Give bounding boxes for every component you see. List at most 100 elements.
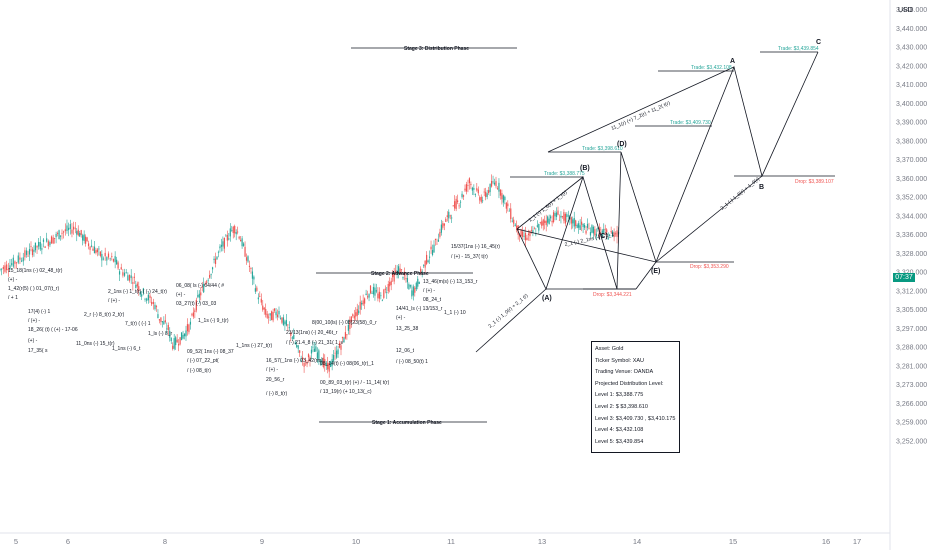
candle-body [554, 212, 556, 217]
candle-body [455, 198, 457, 210]
candle-body [498, 182, 500, 192]
candle-body [250, 267, 252, 269]
annotation-text: 17_35( s [28, 348, 48, 354]
candle-body [544, 220, 546, 223]
candle-body [12, 257, 14, 267]
x-tick-label: 16 [822, 537, 830, 546]
candle-body [583, 224, 586, 228]
candle-body [229, 228, 231, 237]
candle-body [325, 362, 327, 367]
candle-body [116, 259, 118, 265]
candle-body [52, 237, 54, 244]
candle-body [570, 217, 572, 224]
candle-body [436, 243, 438, 245]
candle-body [182, 334, 184, 339]
candle-body [147, 294, 149, 301]
candle-body [474, 194, 476, 195]
candle-body [365, 293, 367, 295]
candle-body [400, 269, 403, 271]
candle-body [271, 311, 273, 321]
candle-body [533, 228, 535, 230]
trade-label-c: Trade: $3,439.854 [778, 46, 819, 52]
candle-body [285, 320, 287, 326]
candle-body [514, 224, 516, 227]
candle-body [530, 229, 533, 231]
candle-body [25, 250, 28, 255]
candle-body [101, 253, 103, 261]
candle-body [304, 360, 307, 361]
candle-body [69, 224, 71, 229]
candle-body [16, 262, 18, 264]
candle-body [501, 193, 503, 200]
candle-body [440, 224, 442, 233]
candle-body [405, 278, 407, 280]
candle-body [254, 288, 256, 292]
candle-body [395, 270, 397, 274]
candle-body [421, 271, 423, 274]
candle-body [209, 275, 211, 278]
candle-body [613, 232, 615, 238]
channel-mid [516, 228, 657, 263]
annotation-text: 1_42(r(5) ( ) 01_07(t_r) [8, 286, 59, 292]
phase-advance-label: Stage 2: Advance Phase [371, 271, 429, 277]
time-axis[interactable]: 5 6 8 9 10 11 13 14 15 16 17 [14, 537, 861, 546]
candle-body [122, 272, 124, 276]
candle-body [245, 257, 248, 261]
candle-body [265, 308, 267, 315]
y-tick-label: 3,380.000 [896, 138, 927, 145]
candle-body [33, 249, 35, 252]
candle-body [309, 357, 311, 361]
candle-body [141, 294, 143, 297]
annotation-text: (+) - [396, 315, 406, 321]
candle-body [386, 292, 388, 294]
candle-body [38, 241, 40, 247]
annotation-text: (+) - [176, 292, 186, 298]
info-line: Level 2: $ $3,398.610 [595, 403, 648, 410]
candle-body [517, 225, 519, 235]
candle-body [499, 189, 502, 196]
projection-lines [475, 51, 835, 353]
candle-body [557, 210, 559, 215]
y-tick-label: 3,305.000 [896, 307, 927, 314]
candle-body [93, 246, 96, 254]
candle-body [290, 332, 292, 336]
candle-body [519, 234, 521, 237]
candle-body [582, 223, 584, 228]
candle-body [76, 231, 78, 235]
annotation-text: / (+) - [423, 288, 435, 294]
candle-body [482, 200, 484, 202]
candle-body [389, 281, 391, 287]
x-tick-label: 11 [447, 537, 455, 546]
candle-body [89, 246, 91, 250]
candle-body [55, 233, 57, 238]
candle-body [240, 239, 242, 242]
candle-body [312, 346, 314, 348]
y-tick-label: 3,259.000 [896, 420, 927, 427]
candle-body [567, 215, 569, 217]
candle-body [231, 230, 233, 232]
candle-body [241, 238, 243, 247]
price-axis[interactable]: 3,448.000 3,440.000 3,430.000 3,420.000 3,41… [896, 7, 927, 445]
y-tick-label: 3,370.000 [896, 157, 927, 164]
candle-body [58, 230, 60, 240]
candle-body [248, 265, 251, 267]
candle-body [396, 270, 398, 273]
candle-body [338, 343, 341, 348]
channel-upper-2 [547, 66, 735, 153]
candle-body [341, 337, 344, 339]
candle-body [333, 354, 335, 361]
annotation-text: 18_26( (t) ( (+) - 17-06 [28, 327, 78, 333]
candle-body [321, 361, 323, 366]
candle-body [163, 321, 165, 325]
annotation-text: 1_1ns (-) 27_t(r) [236, 343, 272, 349]
candle-body [316, 352, 318, 359]
channel-lower-2 [655, 175, 763, 263]
annotation-text: / (+) - 15_37( t(r) [451, 254, 488, 260]
candle-body [541, 221, 543, 226]
annotation-text: 2_1ns (-) 1_t(r) ( (-) 24_t(r) [108, 289, 167, 295]
candle-body [1, 268, 3, 270]
candle-body [411, 290, 413, 297]
candle-body [154, 304, 156, 310]
annotation-text: 15_18(1ns (-) 02_48_t(r) [8, 268, 63, 274]
annotation-text: 08_24_t [423, 297, 442, 303]
